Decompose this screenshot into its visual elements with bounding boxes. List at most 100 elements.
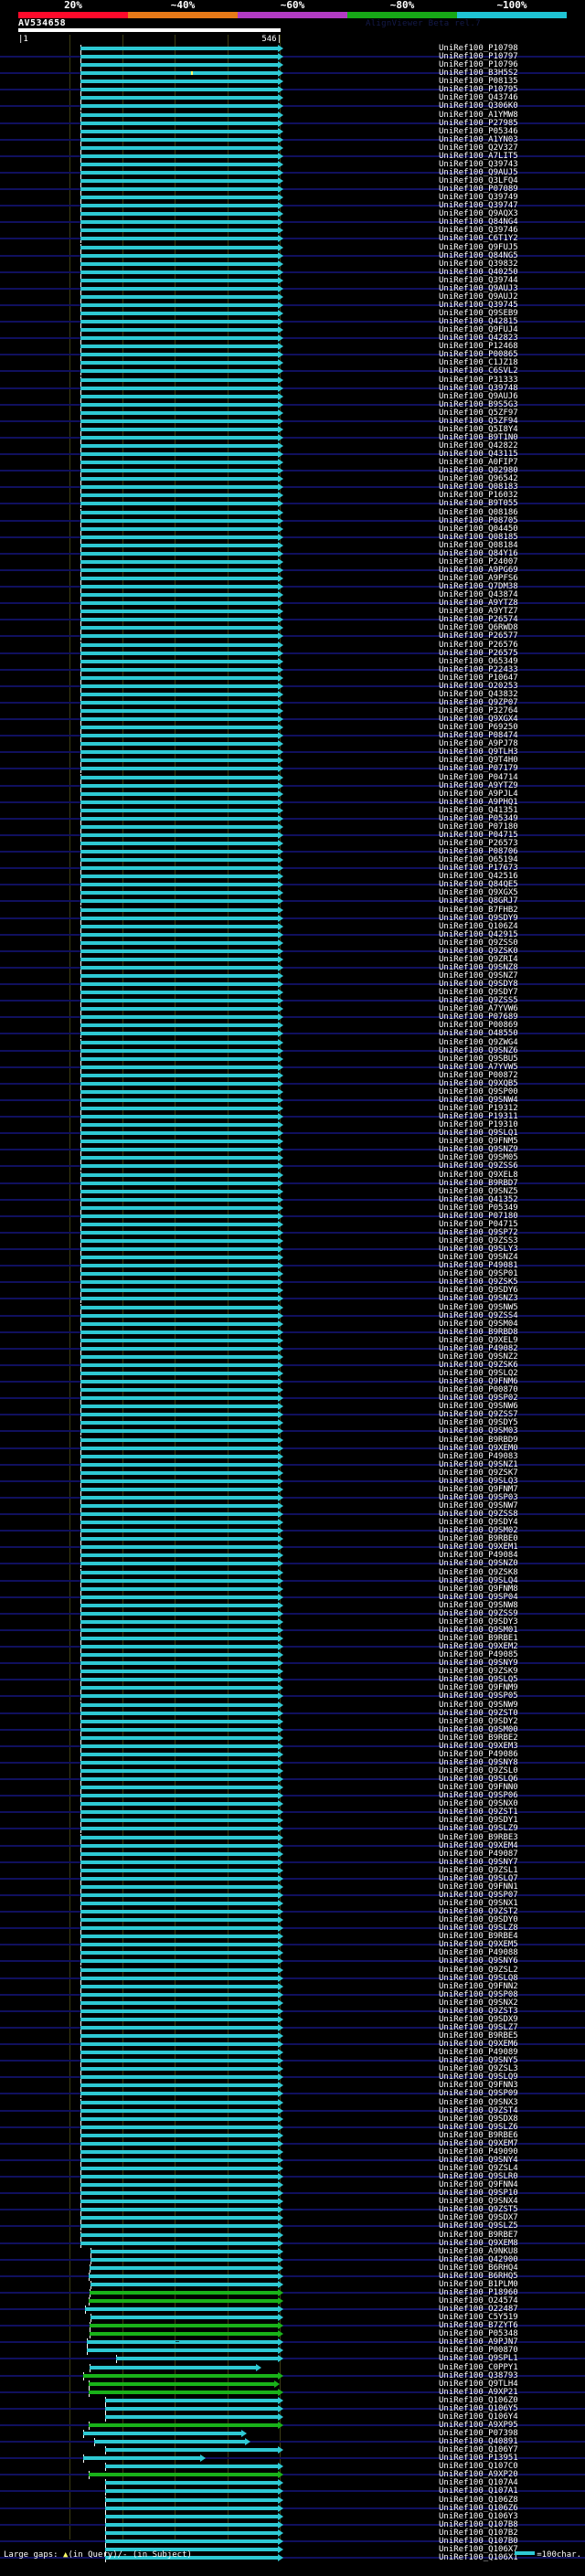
hit-accession-label[interactable]: UniRef100_Q9SNZ1: [439, 1459, 518, 1469]
hit-accession-label[interactable]: UniRef100_P07180: [439, 822, 518, 832]
hit-accession-label[interactable]: UniRef100_Q39747: [439, 201, 518, 211]
hit-accession-label[interactable]: UniRef100_C6T1Y2: [439, 234, 518, 244]
hsp-bar[interactable]: [80, 2141, 278, 2146]
hit-accession-label[interactable]: UniRef100_Q42815: [439, 317, 518, 327]
hit-accession-label[interactable]: UniRef100_Q43832: [439, 689, 518, 699]
hsp-bar[interactable]: [89, 2324, 278, 2328]
table-row[interactable]: UniRef100_B9RBE6: [0, 2131, 585, 2140]
hit-accession-label[interactable]: UniRef100_Q9SLQ1: [439, 1129, 518, 1139]
hit-accession-label[interactable]: UniRef100_Q5ZF94: [439, 416, 518, 426]
table-row[interactable]: UniRef100_B7FHB2: [0, 906, 585, 915]
hit-accession-label[interactable]: UniRef100_Q39746: [439, 226, 518, 236]
table-row[interactable]: UniRef100_P18960: [0, 2288, 585, 2297]
hsp-bar[interactable]: [80, 1429, 278, 1434]
hit-accession-label[interactable]: UniRef100_B9RBD8: [439, 1327, 518, 1337]
table-row[interactable]: UniRef100_B9RBD7: [0, 1179, 585, 1188]
hsp-bar[interactable]: [80, 783, 278, 788]
hsp-bar[interactable]: [80, 1884, 278, 1889]
hsp-bar[interactable]: [80, 1239, 278, 1243]
hit-accession-label[interactable]: UniRef100_P10798: [439, 44, 518, 53]
table-row[interactable]: UniRef100_A9PJL4: [0, 790, 585, 799]
table-row[interactable]: UniRef100_Q43746: [0, 93, 585, 103]
hsp-bar[interactable]: [80, 2241, 278, 2245]
hit-accession-label[interactable]: UniRef100_Q9SDY2: [439, 1716, 518, 1726]
table-row[interactable]: UniRef100_Q9XEM2: [0, 1642, 585, 1652]
hsp-bar[interactable]: [80, 932, 278, 937]
hit-accession-label[interactable]: UniRef100_B9RBE2: [439, 1733, 518, 1743]
hsp-bar[interactable]: [80, 1951, 278, 1956]
table-row[interactable]: UniRef100_Q9ZSS8: [0, 1510, 585, 1520]
hit-accession-label[interactable]: UniRef100_Q9SLR0: [439, 2172, 518, 2182]
hit-accession-label[interactable]: UniRef100_A9YTZ7: [439, 607, 518, 617]
hsp-bar[interactable]: [80, 1437, 278, 1442]
hsp-bar[interactable]: [80, 477, 278, 482]
hsp-bar[interactable]: [89, 2422, 278, 2427]
hsp-bar[interactable]: [80, 610, 278, 614]
hit-accession-label[interactable]: UniRef100_Q42823: [439, 334, 518, 344]
hit-accession-label[interactable]: UniRef100_Q04450: [439, 524, 518, 534]
table-row[interactable]: UniRef100_Q107B8: [0, 2520, 585, 2529]
hit-accession-label[interactable]: UniRef100_P08474: [439, 731, 518, 741]
hsp-bar[interactable]: [80, 1015, 278, 1020]
table-row[interactable]: UniRef100_Q39745: [0, 301, 585, 310]
table-row[interactable]: UniRef100_O22487: [0, 2305, 585, 2315]
hsp-bar[interactable]: [90, 2365, 256, 2369]
table-row[interactable]: UniRef100_P07689: [0, 1012, 585, 1023]
hsp-bar[interactable]: [80, 700, 278, 705]
hit-accession-label[interactable]: UniRef100_P10647: [439, 673, 518, 683]
hit-accession-label[interactable]: UniRef100_Q9SBU5: [439, 1054, 518, 1064]
hsp-bar[interactable]: [80, 2133, 278, 2137]
hsp-bar[interactable]: [80, 1802, 278, 1807]
table-row[interactable]: UniRef100_Q9SLZ8: [0, 1924, 585, 1934]
hsp-bar[interactable]: [80, 866, 278, 871]
table-row[interactable]: UniRef100_P19310: [0, 1120, 585, 1130]
table-row[interactable]: UniRef100_P07089: [0, 185, 585, 195]
hit-accession-label[interactable]: UniRef100_Q9T4H0: [439, 756, 518, 766]
hsp-bar[interactable]: [80, 1702, 278, 1707]
table-row[interactable]: UniRef100_B9RBE2: [0, 1733, 585, 1743]
table-row[interactable]: UniRef100_Q9SDY3: [0, 1617, 585, 1627]
table-row[interactable]: UniRef100_Q08185: [0, 533, 585, 542]
table-row[interactable]: UniRef100_Q42900: [0, 2255, 585, 2264]
table-row[interactable]: UniRef100_Q9AUJ5: [0, 168, 585, 177]
table-row[interactable]: UniRef100_Q9FNN2: [0, 1981, 585, 1991]
hit-accession-label[interactable]: UniRef100_Q9SM02: [439, 1526, 518, 1536]
hsp-bar[interactable]: [80, 2200, 278, 2204]
hit-accession-label[interactable]: UniRef100_Q9ZSS5: [439, 996, 518, 1006]
hit-accession-label[interactable]: UniRef100_Q9SLZ7: [439, 2022, 518, 2032]
hit-accession-label[interactable]: UniRef100_Q9ZRI4: [439, 954, 518, 964]
hsp-bar[interactable]: [80, 145, 278, 150]
table-row[interactable]: UniRef100_O24574: [0, 2296, 585, 2306]
hsp-bar[interactable]: [80, 485, 278, 490]
hit-accession-label[interactable]: UniRef100_Q106Y3: [439, 2511, 518, 2521]
table-row[interactable]: UniRef100_Q9SDY0: [0, 1915, 585, 1925]
table-row[interactable]: UniRef100_Q9SP00: [0, 1087, 585, 1097]
hit-accession-label[interactable]: UniRef100_B9T055: [439, 499, 518, 509]
table-row[interactable]: UniRef100_Q08186: [0, 508, 585, 517]
hit-accession-label[interactable]: UniRef100_P24007: [439, 557, 518, 567]
hit-accession-label[interactable]: UniRef100_Q8GRJ7: [439, 896, 518, 906]
table-row[interactable]: UniRef100_Q9SLZ7: [0, 2022, 585, 2032]
hit-accession-label[interactable]: UniRef100_Q39748: [439, 383, 518, 393]
hit-accession-label[interactable]: UniRef100_Q107A4: [439, 2478, 518, 2488]
hit-accession-label[interactable]: UniRef100_P00865: [439, 350, 518, 360]
hit-accession-label[interactable]: UniRef100_A7YVW6: [439, 1004, 518, 1014]
hit-accession-label[interactable]: UniRef100_Q40250: [439, 267, 518, 277]
table-row[interactable]: UniRef100_Q9SDX8: [0, 2115, 585, 2124]
table-row[interactable]: UniRef100_P10795: [0, 85, 585, 95]
table-row[interactable]: UniRef100_Q9SLQ1: [0, 1129, 585, 1139]
hit-accession-label[interactable]: UniRef100_Q106X7: [439, 2544, 518, 2554]
table-row[interactable]: UniRef100_Q107B0: [0, 2537, 585, 2546]
hsp-bar[interactable]: [80, 1354, 278, 1359]
table-row[interactable]: UniRef100_P05348: [0, 2329, 585, 2339]
hsp-bar[interactable]: [80, 212, 278, 217]
table-row[interactable]: UniRef100_Q9XEL9: [0, 1336, 585, 1345]
table-row[interactable]: UniRef100_Q106Y3: [0, 2511, 585, 2521]
table-row[interactable]: UniRef100_Q9SDX9: [0, 2015, 585, 2024]
table-row[interactable]: UniRef100_Q9SP01: [0, 1269, 585, 1279]
hit-accession-label[interactable]: UniRef100_Q43115: [439, 450, 518, 460]
hit-accession-label[interactable]: UniRef100_P49088: [439, 1948, 518, 1958]
hsp-bar[interactable]: [80, 1760, 278, 1765]
hsp-bar[interactable]: [80, 286, 278, 291]
hit-accession-label[interactable]: UniRef100_Q9FNN2: [439, 1981, 518, 1991]
